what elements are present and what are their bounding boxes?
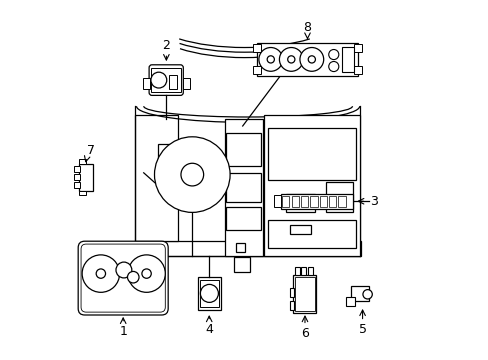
Text: 7: 7	[87, 144, 95, 157]
Bar	[354, 44, 362, 52]
Bar	[328, 196, 336, 207]
Bar	[151, 68, 181, 92]
Bar	[291, 196, 298, 207]
Circle shape	[127, 271, 139, 283]
Circle shape	[82, 255, 120, 292]
Bar	[341, 47, 354, 72]
Circle shape	[116, 262, 132, 278]
Circle shape	[142, 269, 151, 278]
Bar	[350, 286, 368, 301]
Bar	[319, 196, 326, 207]
Text: 5: 5	[358, 323, 366, 336]
Bar	[267, 128, 355, 180]
Circle shape	[307, 56, 315, 63]
Bar	[289, 288, 293, 297]
FancyBboxPatch shape	[81, 244, 165, 312]
Bar	[252, 66, 260, 74]
Bar	[233, 257, 249, 272]
Bar	[289, 225, 310, 234]
Bar	[301, 267, 306, 275]
Circle shape	[287, 56, 294, 63]
Bar	[310, 196, 317, 207]
Bar	[280, 194, 352, 209]
Bar	[285, 194, 314, 212]
Circle shape	[279, 48, 303, 71]
Bar	[273, 195, 281, 207]
Circle shape	[181, 163, 203, 186]
Bar	[236, 243, 244, 252]
Bar	[224, 119, 262, 256]
Bar	[289, 301, 293, 310]
Bar	[200, 280, 218, 307]
Circle shape	[258, 48, 282, 71]
Text: 6: 6	[301, 327, 308, 339]
Bar	[294, 277, 314, 311]
Bar	[169, 75, 177, 89]
Bar	[197, 277, 221, 310]
Bar	[346, 297, 355, 306]
Circle shape	[154, 137, 230, 212]
Bar	[292, 275, 316, 313]
Bar	[264, 115, 359, 256]
Circle shape	[200, 284, 218, 302]
Bar	[301, 196, 307, 207]
Bar	[252, 44, 260, 52]
Bar	[226, 207, 260, 230]
Circle shape	[96, 269, 105, 278]
Bar	[226, 133, 260, 166]
Circle shape	[151, 72, 166, 88]
Circle shape	[299, 48, 323, 71]
Bar	[79, 191, 86, 195]
Text: 4: 4	[205, 323, 213, 336]
Circle shape	[127, 255, 165, 292]
Bar	[142, 78, 149, 89]
Bar	[134, 241, 361, 256]
Text: 1: 1	[119, 325, 127, 338]
Bar	[73, 166, 80, 172]
Text: 8: 8	[303, 21, 311, 34]
Bar	[226, 173, 260, 202]
Circle shape	[362, 289, 371, 299]
Bar	[267, 220, 355, 248]
Bar	[79, 164, 93, 191]
Bar	[307, 267, 312, 275]
Bar	[354, 66, 362, 74]
Circle shape	[328, 49, 338, 60]
Circle shape	[328, 62, 338, 72]
FancyBboxPatch shape	[78, 241, 168, 315]
Bar	[338, 196, 345, 207]
Bar	[73, 182, 80, 188]
Bar	[158, 144, 178, 191]
Bar	[134, 115, 178, 241]
FancyBboxPatch shape	[149, 65, 183, 95]
Bar	[282, 196, 289, 207]
Text: 2: 2	[162, 39, 170, 52]
Text: 3: 3	[369, 195, 377, 208]
Circle shape	[266, 56, 274, 63]
Bar	[294, 267, 299, 275]
Bar	[79, 159, 86, 164]
Bar	[73, 174, 80, 180]
Bar	[325, 182, 352, 212]
Bar	[257, 43, 357, 76]
Bar	[182, 78, 189, 89]
